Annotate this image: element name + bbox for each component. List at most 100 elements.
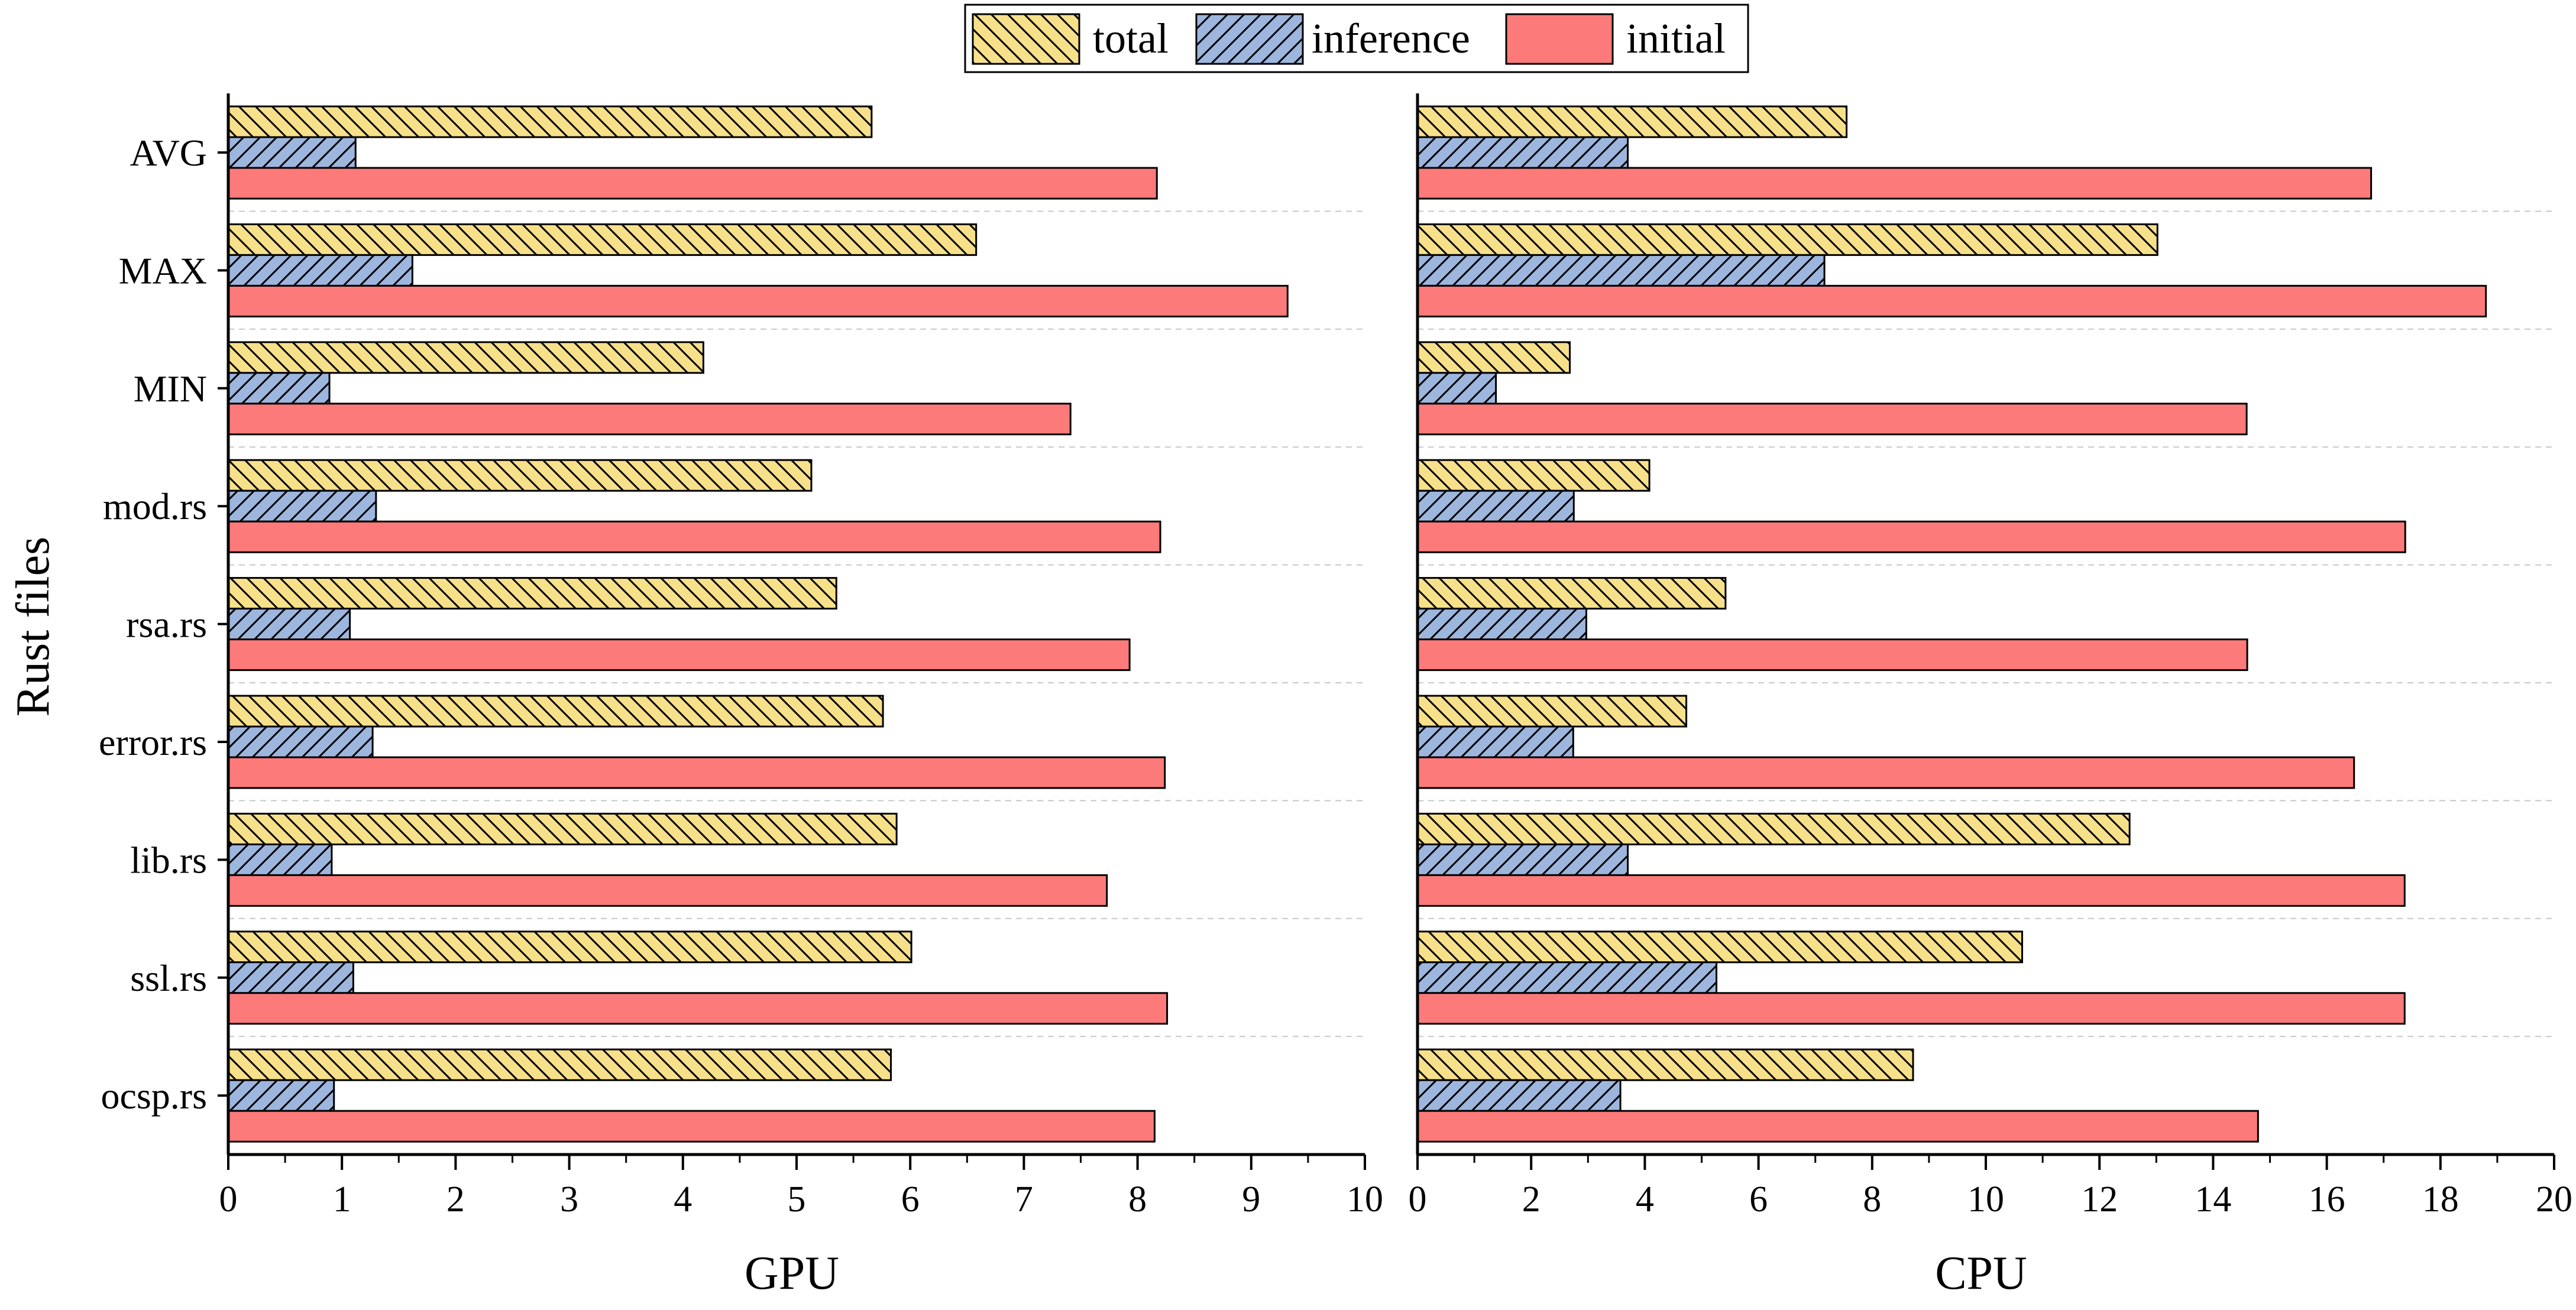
bar-total-error-rs xyxy=(227,695,884,728)
x-tick-label: 2 xyxy=(446,1179,465,1220)
bar-total-min xyxy=(1416,341,1571,374)
bar-total-lib-rs xyxy=(1416,812,2131,845)
x-tick-label: 3 xyxy=(560,1179,578,1220)
x-tick-label: 12 xyxy=(2081,1179,2118,1220)
bar-inference-ocsp-rs xyxy=(227,1079,335,1112)
bar-initial-lib-rs xyxy=(1416,874,2406,907)
bar-total-error-rs xyxy=(1416,695,1688,728)
legend-swatch-inference xyxy=(1195,13,1304,65)
bar-total-max xyxy=(1416,223,2158,256)
chart-panels: AVG MAX MIN mod.rs rsa.rs error.rs lib.rs ssl.r… xyxy=(99,93,2572,1299)
x-tick-label: 4 xyxy=(674,1179,692,1220)
bar-total-ssl-rs xyxy=(227,930,912,964)
x-tick-label: 6 xyxy=(901,1179,920,1220)
bar-initial-rsa-rs xyxy=(1416,638,2248,672)
legend-label-initial: initial xyxy=(1626,15,1726,62)
bar-inference-avg xyxy=(227,136,357,169)
bar-inference-max xyxy=(227,254,413,287)
bar-total-mod-rs xyxy=(227,459,813,492)
bar-inference-avg xyxy=(1416,136,1629,169)
x-tick-label: 0 xyxy=(1409,1179,1427,1220)
category-label: ssl.rs xyxy=(130,957,207,999)
legend: total inference initial xyxy=(964,4,1749,73)
bar-total-ocsp-rs xyxy=(1416,1048,1914,1081)
bar-total-rsa-rs xyxy=(227,577,837,610)
panel-gpu: AVG MAX MIN mod.rs rsa.rs error.rs lib.rs ssl.r… xyxy=(99,93,1383,1299)
bar-initial-ssl-rs xyxy=(227,992,1169,1025)
x-tick-label: 7 xyxy=(1015,1179,1033,1220)
bar-total-ssl-rs xyxy=(1416,930,2024,964)
legend-label-inference: inference xyxy=(1312,15,1470,62)
category-label: ocsp.rs xyxy=(101,1075,207,1117)
x-tick-label: 18 xyxy=(2422,1179,2459,1220)
bar-inference-mod-rs xyxy=(227,489,377,523)
x-tick-label: 16 xyxy=(2309,1179,2345,1220)
bar-total-avg xyxy=(1416,105,1848,138)
x-tick-label: 0 xyxy=(219,1179,238,1220)
bar-initial-mod-rs xyxy=(1416,520,2406,553)
category-label: AVG xyxy=(130,132,207,174)
bar-total-lib-rs xyxy=(227,812,898,845)
bar-inference-rsa-rs xyxy=(227,608,351,641)
x-axis-label: GPU xyxy=(745,1247,839,1299)
x-tick-label: 8 xyxy=(1128,1179,1147,1220)
bar-total-avg xyxy=(227,105,873,138)
x-tick-label: 2 xyxy=(1522,1179,1541,1220)
bar-inference-ssl-rs xyxy=(1416,961,1717,994)
bar-total-mod-rs xyxy=(1416,459,1651,492)
bar-initial-min xyxy=(227,403,1072,436)
x-tick-label: 10 xyxy=(1967,1179,2004,1220)
legend-box xyxy=(964,4,1749,73)
bar-initial-error-rs xyxy=(227,756,1166,789)
category-label: lib.rs xyxy=(130,839,207,881)
category-label: error.rs xyxy=(99,721,207,763)
x-tick-label: 8 xyxy=(1863,1179,1881,1220)
y-axis-label: Rust files xyxy=(7,537,59,716)
bar-initial-lib-rs xyxy=(227,874,1108,907)
bar-total-ocsp-rs xyxy=(227,1048,892,1081)
bar-inference-ssl-rs xyxy=(227,961,354,994)
x-tick-label: 1 xyxy=(333,1179,351,1220)
x-tick-label: 5 xyxy=(788,1179,806,1220)
bar-initial-avg xyxy=(1416,167,2373,200)
x-tick-label: 14 xyxy=(2195,1179,2231,1220)
bar-inference-max xyxy=(1416,254,1826,287)
bar-initial-ocsp-rs xyxy=(1416,1110,2259,1143)
bar-initial-avg xyxy=(227,167,1158,200)
bar-inference-min xyxy=(227,372,331,405)
x-tick-label: 4 xyxy=(1636,1179,1654,1220)
bar-initial-max xyxy=(227,284,1289,317)
bar-initial-error-rs xyxy=(1416,756,2355,789)
bar-initial-min xyxy=(1416,403,2248,436)
bar-inference-lib-rs xyxy=(227,843,333,876)
legend-label-total: total xyxy=(1093,15,1169,62)
legend-swatch-total xyxy=(972,13,1080,65)
bar-inference-mod-rs xyxy=(1416,489,1575,523)
x-tick-label: 20 xyxy=(2536,1179,2572,1220)
category-label: MAX xyxy=(119,249,207,291)
bar-inference-min xyxy=(1416,372,1497,405)
x-tick-label: 10 xyxy=(1347,1179,1383,1220)
x-tick-label: 9 xyxy=(1242,1179,1260,1220)
x-axis-label: CPU xyxy=(1935,1247,2027,1299)
category-label: rsa.rs xyxy=(126,604,207,646)
category-label: mod.rs xyxy=(103,485,207,527)
panel-cpu: 0 2 4 6 8 10 12 14 16 18 20 CPU xyxy=(1409,93,2572,1299)
bar-inference-lib-rs xyxy=(1416,843,1629,876)
bar-total-min xyxy=(227,341,704,374)
bar-initial-ssl-rs xyxy=(1416,992,2406,1025)
bar-initial-mod-rs xyxy=(227,520,1161,553)
category-label: MIN xyxy=(134,368,207,410)
x-tick-label: 6 xyxy=(1749,1179,1768,1220)
legend-swatch-initial xyxy=(1505,13,1614,65)
bar-initial-ocsp-rs xyxy=(227,1110,1156,1143)
bar-inference-ocsp-rs xyxy=(1416,1079,1622,1112)
bar-total-rsa-rs xyxy=(1416,577,1727,610)
bar-initial-max xyxy=(1416,284,2487,317)
bar-initial-rsa-rs xyxy=(227,638,1131,672)
bar-inference-rsa-rs xyxy=(1416,608,1587,641)
bar-inference-error-rs xyxy=(227,725,374,758)
bar-inference-error-rs xyxy=(1416,725,1574,758)
